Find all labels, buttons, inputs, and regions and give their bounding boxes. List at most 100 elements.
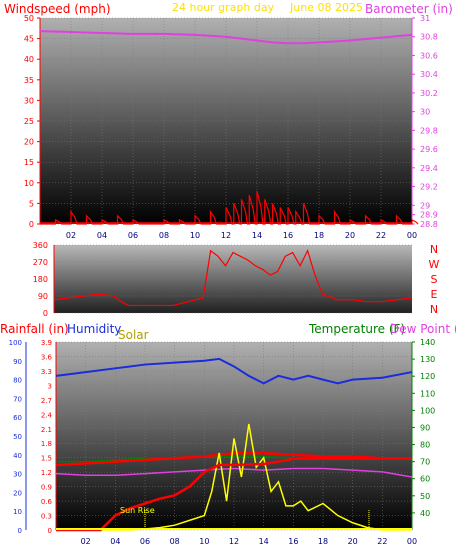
rain-tick-label: 1.2 [41,469,52,477]
rain-tick-label: 3.9 [41,339,52,347]
compass-label-3: E [431,288,438,301]
rain-tick-label: 0.9 [41,484,52,492]
humidity-tick-label: 100 [9,339,22,347]
rain-tick-label: 0.3 [41,513,52,521]
rain-tick-label: 3.6 [41,353,53,361]
compass-label-1: W [429,258,440,271]
wind-x-tick-label: 20 [345,231,355,240]
direction-tick-label: 0 [43,309,48,318]
windspeed-axis-title: Windspeed (mph) [4,2,111,16]
windspeed-tick-label: 20 [24,138,34,147]
barometer-tick-label: 28.8 [420,220,438,229]
compass-label-4: N [430,303,438,316]
temperature-tick-label: 50 [420,492,430,501]
rain-x-tick-label: 10 [199,537,209,546]
barometer-tick-label: 30 [420,108,430,117]
wind-x-tick-label: 08 [159,231,169,240]
wind-x-tick-label: 12 [221,231,231,240]
windspeed-ticks: 0 5 10 15 20 25 30 35 40 45 50 [24,14,41,229]
barometer-tick-label: 28.9 [420,211,438,220]
humidity-line [55,357,413,385]
rain-tick-label: 2.7 [41,397,52,405]
direction-series [53,249,413,307]
compass-label-2: S [431,273,438,286]
dewpoint-axis-title: Dew Point ( [390,322,456,336]
rain-tick-label: 2.4 [41,411,53,419]
rain-x-tick-label: 20 [348,537,358,546]
rain-x-tick-label: 12 [229,537,239,546]
wind-x-tick-label: 18 [314,231,324,240]
temperature-line [55,451,412,467]
direction-tick-label: 180 [33,275,48,284]
humidity-ticks: 0 10 20 30 40 50 60 70 80 90 100 [9,339,27,535]
windspeed-tick-label: 40 [24,55,34,64]
temperature-tick-label: 140 [420,338,435,347]
wind-x-ticks: 02 04 06 08 10 12 14 16 18 20 22 00 [66,231,417,240]
solar-axis-title: Solar [118,328,149,342]
barometer-tick-label: 30.4 [420,70,438,79]
temperature-axis-title: Temperature (F) [308,322,405,336]
rain-x-tick-label: 04 [110,537,120,546]
wind-x-tick-label: 04 [97,231,107,240]
rain-tick-label: 1.8 [41,440,52,448]
direction-plot-area [54,245,412,313]
direction-ticks: 0 90 180 270 360 [33,241,55,318]
rain-tick-label: 0.6 [41,498,53,506]
rain-series [55,357,413,532]
windspeed-tick-label: 5 [29,199,34,208]
wind-x-tick-label: 10 [190,231,200,240]
windspeed-tick-label: 30 [24,96,34,105]
humidity-tick-label: 10 [13,508,22,516]
windspeed-tick-label: 35 [24,76,34,85]
humidity-tick-label: 20 [13,489,22,497]
humidity-tick-label: 50 [13,433,22,441]
humidity-tick-label: 90 [13,358,22,366]
rain-tick-label: 3 [48,382,52,390]
barometer-tick-label: 30.6 [420,51,438,60]
temperature-tick-label: 90 [420,423,430,432]
windspeed-tick-label: 45 [24,35,34,44]
temperature-tick-label: 60 [420,475,430,484]
rain-tick-label: 0 [48,527,52,535]
rain-x-tick-label: 02 [81,537,91,546]
windspeed-tick-label: 15 [24,158,34,167]
rain-tick-label: 3.3 [41,368,52,376]
rain-tick-label: 1.5 [41,455,52,463]
humidity-tick-label: 40 [13,452,22,460]
rainfall-axis-title: Rainfall (in) [0,322,69,336]
temperature-tick-label: 70 [420,458,430,467]
direction-tick-label: 90 [38,292,48,301]
temperature-tick-label: 120 [420,372,435,381]
rain-x-tick-label: 14 [259,537,269,546]
temperature-tick-label: 40 [420,509,430,518]
barometer-tick-label: 29 [420,201,430,210]
windspeed-line [40,190,419,225]
wind-series [39,30,419,225]
barometer-ticks: 28.828.929 29.2 29.4 29.6 29.8 30 30.2 30.4 30.6… [411,14,438,229]
windspeed-tick-label: 0 [29,220,34,229]
sunrise-label: Sun Rise [120,506,155,515]
temperature-ticks: 40 50 60 70 80 90 100 110 120 130 140 [411,338,435,530]
wind-x-tick-label: 22 [376,231,386,240]
temperature-tick-label: 130 [420,355,435,364]
date-label: June 08 2025 [289,1,363,14]
rain-x-tick-label: 08 [170,537,180,546]
humidity-tick-label: 70 [13,395,22,403]
windspeed-tick-label: 50 [24,14,34,23]
barometer-tick-label: 30.2 [420,89,438,98]
wind-x-tick-label: 02 [66,231,76,240]
humidity-tick-label: 80 [13,377,22,385]
temperature-tick-label: 110 [420,389,435,398]
wind-x-tick-label: 06 [128,231,138,240]
heat-index-line [55,467,413,478]
rain-line [56,457,412,532]
humidity-tick-label: 0 [18,527,22,535]
rain-x-ticks: 02 04 06 08 10 12 14 16 18 20 22 00 [81,537,418,546]
barometer-axis-title: Barometer (in) [365,2,453,16]
barometer-line [39,30,413,45]
rain-x-tick-label: 18 [318,537,328,546]
barometer-tick-label: 29.6 [420,145,438,154]
